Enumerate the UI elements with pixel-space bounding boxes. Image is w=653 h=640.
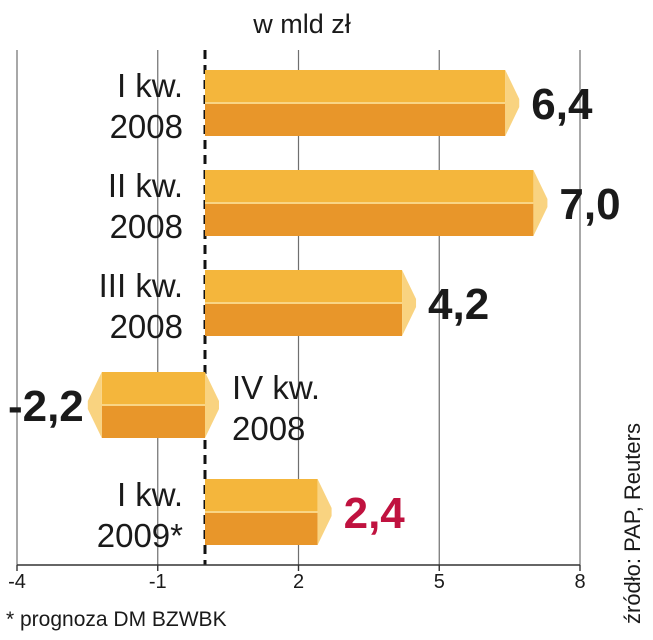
category-label-line: 2008	[110, 208, 183, 245]
unit-label: w mld zł	[252, 9, 351, 39]
bar-end-cap	[533, 170, 548, 236]
bar-4	[205, 479, 332, 545]
x-tick-label-1: -1	[149, 571, 167, 593]
value-label-3: -2,2	[8, 382, 84, 431]
x-tick-label-4: 8	[574, 571, 585, 593]
value-label-0: 6,4	[531, 80, 593, 129]
value-label-2: 4,2	[428, 280, 489, 329]
bar-bottom-face	[205, 103, 506, 136]
x-tick-label-0: -4	[8, 571, 26, 593]
bar-bottom-face	[205, 303, 403, 336]
category-label-line: I kw.	[117, 476, 183, 513]
bar-top-face	[205, 170, 534, 203]
category-label-line: 2009*	[97, 517, 183, 554]
category-label-4: I kw. 2009*	[97, 476, 183, 554]
category-label-0: I kw. 2008	[110, 67, 183, 145]
bar-end-cap	[317, 479, 332, 545]
x-axis: -4 -1 2 5 8	[8, 564, 586, 593]
source-note: źródło: PAP, Reuters	[620, 423, 645, 624]
bar-top-face	[205, 70, 506, 103]
category-label-2: III kw. 2008	[99, 267, 183, 345]
bar-bottom-face	[205, 512, 318, 545]
x-tick-label-2: 2	[293, 571, 304, 593]
bar-top-face	[205, 270, 403, 303]
category-label-line: 2008	[110, 108, 183, 145]
category-label-line: 2008	[110, 308, 183, 345]
category-label-line: II kw.	[108, 167, 183, 204]
bar-0	[205, 70, 520, 136]
bar-bottom-face	[205, 203, 534, 236]
value-label-4: 2,4	[344, 489, 406, 538]
bar-1	[205, 170, 548, 236]
bar-end-cap	[505, 70, 520, 136]
bar-bottom-face	[101, 405, 205, 438]
x-tick-label-3: 5	[434, 571, 445, 593]
category-label-3: IV kw. 2008	[232, 369, 320, 447]
bar-end-cap	[87, 372, 102, 438]
bar-3	[87, 372, 219, 438]
bar-2	[205, 270, 417, 336]
footnote: * prognoza DM BZWBK	[6, 608, 227, 631]
category-label-line: III kw.	[99, 267, 183, 304]
category-label-line: IV kw.	[232, 369, 320, 406]
bar-top-face	[101, 372, 205, 405]
value-label-1: 7,0	[559, 180, 620, 229]
category-label-line: I kw.	[117, 67, 183, 104]
category-label-1: II kw. 2008	[108, 167, 183, 245]
bar-top-face	[205, 479, 318, 512]
bar-zero-cap	[205, 372, 219, 438]
category-label-line: 2008	[232, 410, 305, 447]
bars	[87, 70, 548, 545]
bar-end-cap	[402, 270, 417, 336]
